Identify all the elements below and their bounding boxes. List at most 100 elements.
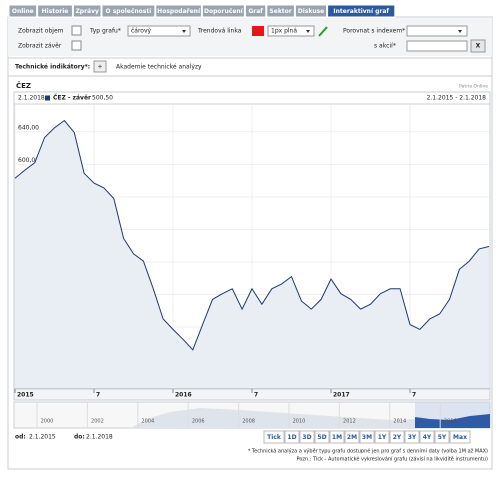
period-button[interactable] <box>284 430 300 444</box>
tab-label: Graf <box>248 8 263 15</box>
period-label: 1Y <box>378 434 387 441</box>
navigator-year: 2006 <box>192 419 205 425</box>
type-label: Typ grafu* <box>89 28 121 35</box>
arrow <box>458 30 462 33</box>
period-label: 1D <box>287 434 296 441</box>
legend-swatch <box>45 95 50 101</box>
checkbox[interactable] <box>71 40 82 51</box>
period-button[interactable] <box>389 430 405 444</box>
navigator-year: 2016 <box>444 419 457 425</box>
from-date: 2.1.2015 <box>29 434 56 441</box>
tab[interactable] <box>266 4 295 18</box>
select[interactable] <box>267 25 315 37</box>
navigator-year: 2014 <box>393 419 406 425</box>
compare-stock-label: s akcií* <box>374 43 396 50</box>
navigator-year: 2002 <box>91 419 104 425</box>
navigator-year: 2000 <box>41 419 54 425</box>
note: Pozn.: Tick - Automatické vykreslování g… <box>296 456 488 463</box>
navigator-area <box>130 408 415 428</box>
line <box>14 119 490 351</box>
area <box>15 120 489 388</box>
period-button[interactable] <box>263 430 285 444</box>
arrow <box>306 30 310 33</box>
academy-link[interactable]: Akademie technické analýzy <box>116 64 202 71</box>
tab[interactable] <box>72 4 102 18</box>
period-label: 5Y <box>438 434 447 441</box>
period-button[interactable] <box>314 430 330 444</box>
period-label: 4Y <box>423 434 432 441</box>
trend-value: 1px plná <box>271 28 297 35</box>
period-button[interactable] <box>374 430 390 444</box>
period-button[interactable] <box>434 430 450 444</box>
period-label: 5D <box>317 434 326 441</box>
period-button[interactable] <box>404 430 420 444</box>
period-label: 2M <box>347 434 357 441</box>
period-label: 2Y <box>393 434 402 441</box>
x-tick-label: 2016 <box>175 392 192 399</box>
tab[interactable] <box>201 4 245 18</box>
tab-label: Diskuse <box>298 8 325 15</box>
chart-title: ČEZ <box>16 81 31 90</box>
tab[interactable] <box>155 4 202 18</box>
navigator-year: 2008 <box>242 419 255 425</box>
tab-label: Interaktivní graf <box>333 8 389 15</box>
tab[interactable] <box>101 4 156 18</box>
period-button[interactable] <box>329 430 345 444</box>
navigator-year: 2004 <box>141 419 154 425</box>
tab-label: Online <box>12 8 34 15</box>
volume-label: Zobrazit objem <box>18 28 64 35</box>
type-value: čárový <box>131 28 152 35</box>
period-label: 3Y <box>408 434 417 441</box>
compare-index-label: Porovnat s indexem* <box>343 28 405 35</box>
x-tick-label: 7 <box>412 392 416 399</box>
add-label: + <box>97 64 102 71</box>
tab[interactable] <box>37 4 73 18</box>
period-button[interactable] <box>419 430 435 444</box>
period-label: 1M <box>332 434 342 441</box>
x-tick-label: 2015 <box>17 392 34 399</box>
clear-button[interactable] <box>470 39 486 53</box>
period-label: Tick <box>267 434 282 441</box>
add-button[interactable] <box>93 60 107 73</box>
period-label: 3M <box>362 434 372 441</box>
x-tick-label: 7 <box>96 392 100 399</box>
y-tick-label: 600,00 <box>18 157 39 164</box>
to-label: do: <box>74 434 85 441</box>
color-swatch[interactable] <box>252 26 264 36</box>
legend-name: ČEZ - závěr <box>53 95 91 102</box>
period-button[interactable] <box>344 430 360 444</box>
input[interactable] <box>406 40 468 52</box>
tab-label: Sektor <box>269 8 291 15</box>
period-label: 3D <box>302 434 311 441</box>
range: 2.1.2015 - 2.1.2018 <box>427 95 487 102</box>
tab-label: Zprávy <box>75 8 99 15</box>
tab[interactable] <box>327 4 396 18</box>
period-button[interactable] <box>299 430 315 444</box>
select[interactable] <box>406 25 468 37</box>
tab-label: Hospodaření <box>157 8 201 15</box>
indicators-label: Technické indikátory*: <box>15 64 90 71</box>
tab[interactable] <box>8 4 38 18</box>
tab-label: Doporučení <box>204 8 244 15</box>
arrow <box>182 30 186 33</box>
navigator-year: 2010 <box>293 419 306 425</box>
x-tick-label: 2017 <box>333 392 350 399</box>
select[interactable] <box>127 25 191 37</box>
period-button[interactable] <box>359 430 375 444</box>
period-label: Max <box>453 434 467 441</box>
checkbox[interactable] <box>71 25 82 36</box>
tab[interactable] <box>294 4 328 18</box>
navigator-year: 2012 <box>343 419 356 425</box>
close-label: Zobrazit závěr <box>18 43 62 50</box>
legend-date: 2.1.2018 <box>18 95 45 102</box>
tab[interactable] <box>244 4 267 18</box>
x-tick-label: 7 <box>254 392 258 399</box>
navigator-selection <box>415 414 490 428</box>
to-date: 2.1.2018 <box>86 434 113 441</box>
source: Patria Online <box>459 84 488 90</box>
clear-label: X <box>476 43 481 50</box>
legend-value: 500,50 <box>92 95 113 102</box>
period-button[interactable] <box>449 430 471 444</box>
pen-icon[interactable] <box>318 26 328 37</box>
